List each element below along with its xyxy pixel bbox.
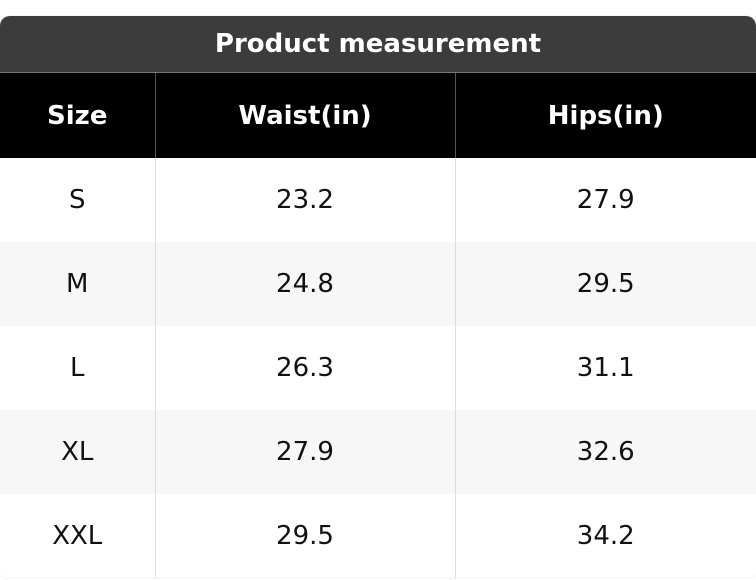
table-cell: M — [0, 242, 155, 326]
table-cell: 26.3 — [154, 326, 455, 410]
table-cell: S — [0, 158, 155, 242]
table-cell: XL — [0, 410, 155, 494]
table-cell: 34.2 — [454, 494, 756, 578]
table-row: XL 27.9 32.6 — [0, 410, 756, 494]
table-cell: 29.5 — [154, 494, 455, 578]
table-cell: 24.8 — [154, 242, 455, 326]
table-cell: 32.6 — [454, 410, 756, 494]
column-header: Waist(in) — [154, 73, 455, 158]
table-row: S 23.2 27.9 — [0, 158, 756, 242]
table-head: Size Waist(in) Hips(in) — [0, 73, 756, 158]
table-cell: XXL — [0, 494, 155, 578]
table-row: XXL 29.5 34.2 — [0, 494, 756, 578]
table-cell: 27.9 — [454, 158, 756, 242]
table-cell: 27.9 — [154, 410, 455, 494]
table-cell: L — [0, 326, 155, 410]
measurement-table: Size Waist(in) Hips(in) S 23.2 27.9 M 24.8 29.5… — [0, 73, 756, 578]
column-header: Size — [0, 73, 155, 158]
table-body: S 23.2 27.9 M 24.8 29.5 L 26.3 31.1 XL 27.9 32.6 XXL… — [0, 158, 756, 578]
measurement-card: Product measurement Size Waist(in) Hips(in… — [0, 16, 756, 578]
table-title: Product measurement — [0, 16, 756, 73]
table-cell: 31.1 — [454, 326, 756, 410]
table-cell: 23.2 — [154, 158, 455, 242]
header-row: Size Waist(in) Hips(in) — [0, 73, 756, 158]
table-cell: 29.5 — [454, 242, 756, 326]
column-header: Hips(in) — [454, 73, 756, 158]
table-row: M 24.8 29.5 — [0, 242, 756, 326]
table-row: L 26.3 31.1 — [0, 326, 756, 410]
